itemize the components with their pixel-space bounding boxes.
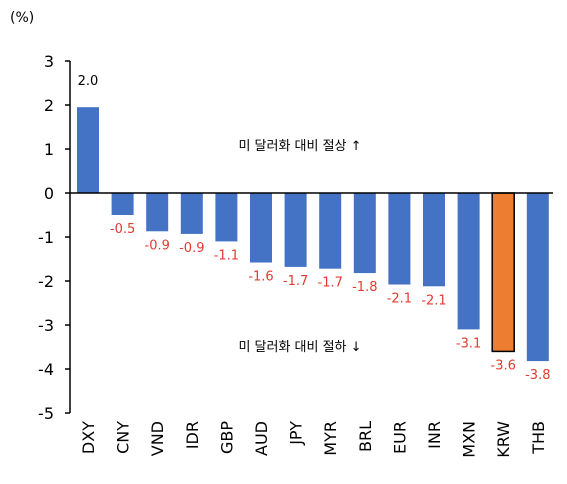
data-label-cny: -0.5 — [110, 222, 135, 237]
data-label-dxy: 2.0 — [78, 74, 99, 89]
data-label-krw: -3.6 — [491, 358, 516, 373]
annotation-appreciation: 미 달러화 대비 절상 ↑ — [238, 139, 361, 154]
annotation-depreciation: 미 달러화 대비 절하 ↓ — [238, 340, 361, 355]
bar-inr — [423, 193, 445, 287]
data-label-gbp: -1.1 — [214, 248, 239, 263]
category-label-myr: MYR — [321, 421, 340, 456]
bar-thb — [526, 193, 549, 362]
category-label-mxn: MXN — [460, 421, 479, 458]
data-label-vnd: -0.9 — [145, 238, 170, 253]
data-label-thb: -3.8 — [525, 368, 550, 383]
data-label-brl: -1.8 — [352, 280, 377, 295]
bar-krw — [491, 192, 515, 353]
data-label-aud: -1.6 — [248, 270, 273, 285]
category-labels: DXY CNY VND IDR GBP AUD JPY MYR BRL EUR INR MXN KRW T… — [79, 421, 548, 458]
y-tick-label: 3 — [44, 52, 54, 71]
category-label-dxy: DXY — [79, 421, 98, 454]
y-tick-label: -1 — [38, 228, 54, 247]
bar-aud — [250, 193, 272, 263]
y-tick-label: -2 — [38, 272, 54, 291]
data-label-inr: -2.1 — [421, 293, 446, 308]
y-tick-label: -5 — [38, 404, 54, 423]
data-label-mxn: -3.1 — [456, 336, 481, 351]
bar-myr — [319, 193, 342, 269]
category-label-krw: KRW — [494, 421, 513, 458]
category-label-brl: BRL — [356, 421, 375, 452]
y-tick-label: -3 — [38, 316, 54, 335]
bars — [77, 107, 549, 362]
category-label-jpy: JPY — [287, 421, 306, 446]
y-tick-label: -4 — [38, 360, 54, 379]
bar-gbp — [215, 193, 238, 242]
y-tick-label: 2 — [44, 96, 54, 115]
data-label-myr: -1.7 — [318, 276, 343, 291]
y-unit-label: (%) — [10, 10, 34, 26]
category-label-idr: IDR — [183, 421, 202, 449]
bar-jpy — [284, 193, 307, 267]
data-labels: 2.0-0.5-0.9 -0.9 -1.1-1.6 -1.7 -1.7 -1.8-2.1-… — [78, 74, 551, 383]
bar-cny — [111, 193, 134, 215]
category-label-thb: THB — [529, 421, 548, 455]
category-label-gbp: GBP — [217, 421, 236, 454]
bar-eur — [388, 193, 411, 285]
y-axis: 3 2 1 0 -1 -2 -3 -4 -5 — [38, 52, 71, 423]
category-label-vnd: VND — [148, 421, 167, 456]
data-label-idr: -0.9 — [179, 241, 204, 256]
y-tick-label: 0 — [44, 184, 54, 203]
bar-idr — [180, 193, 203, 234]
bar-vnd — [146, 193, 169, 232]
y-tick-label: 1 — [44, 140, 54, 159]
category-label-eur: EUR — [390, 421, 409, 454]
bar-dxy — [77, 107, 99, 193]
category-label-cny: CNY — [114, 421, 133, 454]
category-label-aud: AUD — [252, 421, 271, 456]
data-label-jpy: -1.7 — [283, 274, 308, 289]
data-label-eur: -2.1 — [387, 292, 412, 307]
bar-brl — [353, 193, 376, 274]
category-label-inr: INR — [425, 421, 444, 449]
bar-mxn — [457, 193, 480, 330]
